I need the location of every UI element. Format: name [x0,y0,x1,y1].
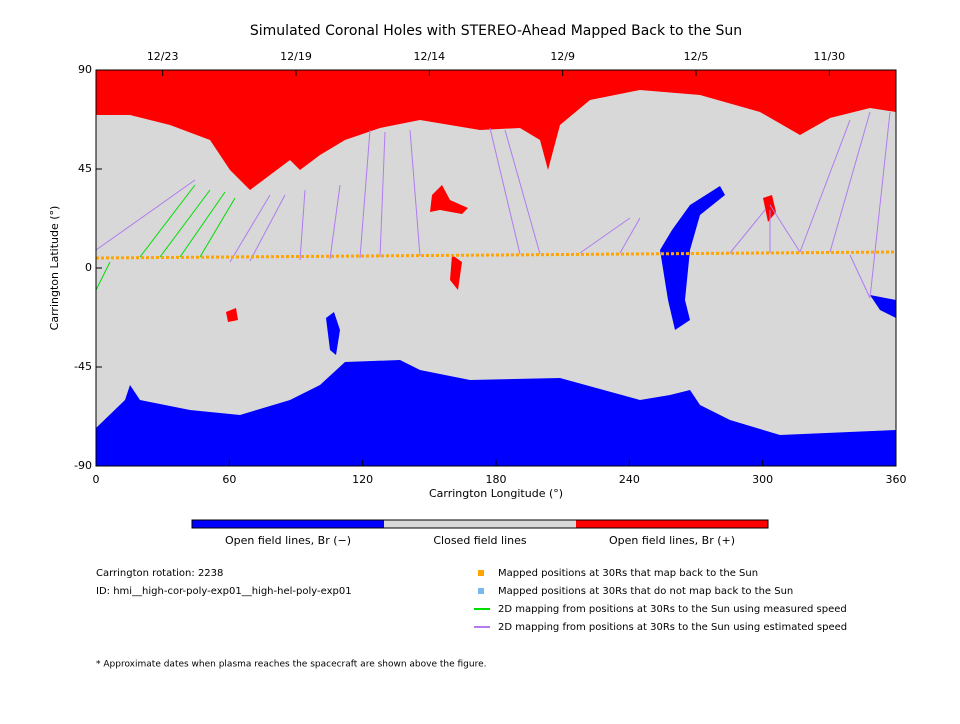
blue-hole [326,312,340,355]
red-hole [226,308,238,322]
legend-marker [478,588,484,594]
colorbar-frame [191,519,769,529]
x-axis-label: Carrington Longitude (°) [429,487,563,500]
x-tick-label: 120 [352,473,373,486]
red-hole [430,185,468,214]
chart-title: Simulated Coronal Holes with STEREO-Ahea… [250,23,742,39]
colorbar-segment [384,520,576,528]
top-tick-label: 12/14 [413,50,445,63]
y-tick-label: -45 [74,360,92,373]
colorbar-label: Open field lines, Br (+) [609,534,735,547]
top-tick-label: 11/30 [813,50,845,63]
blue-hole [870,295,896,318]
x-tick-label: 240 [619,473,640,486]
mapping-lines [95,111,891,299]
colorbar-label: Open field lines, Br (−) [225,534,351,547]
legend-label: 2D mapping from positions at 30Rs to the… [498,604,847,615]
x-tick-label: 300 [752,473,773,486]
colorbar-label: Closed field lines [433,534,527,547]
x-tick-label: 180 [486,473,507,486]
y-tick-label: 90 [78,63,92,76]
legend-label: Mapped positions at 30Rs that do not map… [498,586,793,597]
red-hole [96,70,896,190]
legend-marker [478,570,484,576]
info-text: ID: hmi__high-cor-poly-exp01__high-hel-p… [96,586,352,597]
red-hole [450,255,462,290]
top-tick-label: 12/5 [684,50,709,63]
colorbar-segment [192,520,384,528]
legend-label: 2D mapping from positions at 30Rs to the… [498,622,847,633]
blue-hole [96,360,896,466]
y-tick-label: 0 [85,261,92,274]
map [95,69,897,467]
x-tick-label: 0 [93,473,100,486]
y-tick-label: -90 [74,459,92,472]
top-tick-label: 12/19 [280,50,312,63]
colorbar-segment [576,520,768,528]
legend-label: Mapped positions at 30Rs that map back t… [498,568,758,579]
blue-hole [660,186,725,330]
y-tick-label: 45 [78,162,92,175]
measured-lines [95,184,236,291]
footnote: * Approximate dates when plasma reaches … [96,660,487,670]
top-tick-label: 12/9 [550,50,575,63]
x-tick-label: 60 [222,473,236,486]
info-text: Carrington rotation: 2238 [96,568,223,579]
top-tick-label: 12/23 [147,50,179,63]
x-tick-label: 360 [886,473,907,486]
mapped-positions [95,250,897,260]
y-axis-label: Carrington Latitude (°) [48,206,61,331]
red-hole [763,195,776,222]
